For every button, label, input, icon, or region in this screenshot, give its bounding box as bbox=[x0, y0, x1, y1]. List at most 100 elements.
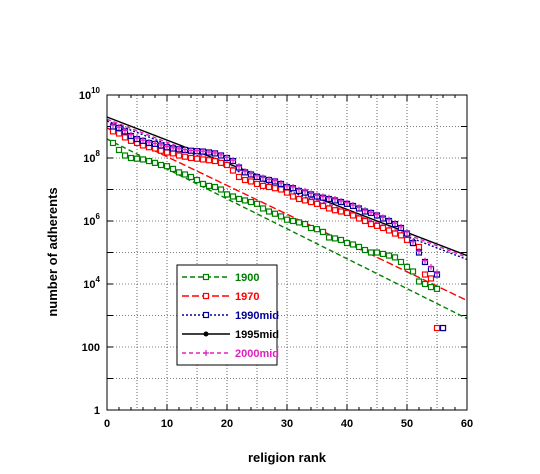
point-2000mid bbox=[134, 135, 140, 142]
legend-label-1990mid: 1990mid bbox=[235, 310, 279, 322]
point-1900 bbox=[427, 283, 435, 291]
point-1900 bbox=[277, 213, 285, 220]
point-2000mid bbox=[338, 198, 344, 205]
legend: 1900 1970 1990mid 1995mid 2000mid bbox=[176, 264, 279, 366]
point-2000mid bbox=[374, 211, 380, 218]
point-1970 bbox=[217, 159, 225, 166]
point-1970 bbox=[307, 198, 315, 206]
point-2000mid bbox=[236, 163, 242, 170]
point-2000mid bbox=[290, 184, 296, 191]
tick-labels: 0 10 20 30 40 50 60 1 100 104 106 108 1010 bbox=[79, 86, 473, 430]
point-2000mid bbox=[218, 151, 224, 158]
y-tick-label: 104 bbox=[83, 275, 100, 291]
y-tick-label: 108 bbox=[83, 149, 100, 165]
point-1900 bbox=[253, 200, 261, 207]
point-1900 bbox=[343, 239, 351, 247]
point-1970 bbox=[271, 185, 279, 192]
point-2000mid bbox=[152, 140, 158, 147]
point-2000mid bbox=[320, 193, 326, 200]
point-1900 bbox=[433, 285, 441, 292]
point-1900 bbox=[337, 236, 345, 244]
point-1970 bbox=[385, 227, 393, 234]
point-1970 bbox=[403, 236, 411, 244]
point-1900 bbox=[325, 234, 333, 241]
point-1990mid bbox=[439, 324, 447, 332]
point-1970 bbox=[175, 152, 183, 159]
point-1900 bbox=[241, 197, 249, 204]
point-2000mid bbox=[128, 131, 134, 138]
point-1900 bbox=[145, 157, 153, 165]
point-1970 bbox=[259, 182, 267, 190]
legend-marker-1970 bbox=[202, 292, 210, 300]
point-1900 bbox=[133, 155, 141, 162]
point-2000mid bbox=[314, 192, 320, 199]
point-1970 bbox=[265, 183, 273, 191]
point-1900 bbox=[307, 224, 315, 232]
point-1970 bbox=[355, 215, 363, 222]
y-tick-label: 1010 bbox=[79, 86, 101, 102]
point-1900 bbox=[415, 278, 423, 285]
point-1970 bbox=[211, 157, 219, 165]
point-2000mid bbox=[266, 176, 272, 183]
point-2000mid bbox=[428, 263, 434, 270]
x-tick-label: 20 bbox=[221, 418, 233, 430]
point-1900 bbox=[211, 183, 219, 191]
point-1970 bbox=[337, 208, 345, 215]
point-2000mid bbox=[164, 143, 170, 150]
point-2000mid bbox=[116, 124, 122, 131]
point-2000mid bbox=[308, 190, 314, 197]
point-1970 bbox=[343, 209, 351, 217]
point-1970 bbox=[289, 193, 297, 200]
point-1900 bbox=[229, 193, 237, 200]
point-2000mid bbox=[188, 147, 194, 154]
point-1970 bbox=[229, 167, 237, 174]
legend-marker-1900 bbox=[202, 273, 210, 281]
point-2000mid bbox=[212, 149, 218, 156]
point-1970 bbox=[277, 186, 285, 193]
legend-marker-1995mid bbox=[203, 331, 209, 337]
point-2000mid bbox=[272, 177, 278, 184]
point-1970 bbox=[295, 195, 303, 203]
point-1900 bbox=[139, 156, 147, 163]
point-1900 bbox=[247, 198, 255, 206]
point-2000mid bbox=[170, 144, 176, 151]
y-axis-label: number of adherents bbox=[45, 187, 60, 316]
point-1900 bbox=[301, 220, 309, 228]
x-tick-label: 10 bbox=[161, 418, 173, 430]
point-1900 bbox=[157, 161, 165, 169]
point-2000mid bbox=[140, 137, 146, 144]
point-1970 bbox=[349, 212, 357, 219]
point-1970 bbox=[427, 275, 435, 282]
point-2000mid bbox=[326, 194, 332, 201]
x-tick-label: 0 bbox=[104, 418, 110, 430]
point-2000mid bbox=[200, 148, 206, 155]
point-2000mid bbox=[302, 187, 308, 194]
point-2000mid bbox=[344, 199, 350, 206]
point-1900 bbox=[373, 249, 381, 256]
fit-line-1970 bbox=[106, 127, 468, 302]
point-1900 bbox=[193, 176, 201, 184]
x-tick-label: 40 bbox=[341, 418, 353, 430]
point-1900 bbox=[205, 182, 213, 190]
point-1970 bbox=[313, 200, 321, 207]
legend-label-1995mid: 1995mid bbox=[235, 329, 279, 341]
point-1900 bbox=[175, 169, 183, 176]
point-1970 bbox=[235, 173, 243, 181]
point-1970 bbox=[397, 232, 405, 239]
point-1900 bbox=[127, 154, 135, 162]
point-1970 bbox=[325, 205, 333, 212]
point-2000mid bbox=[434, 270, 440, 277]
point-1900 bbox=[151, 159, 159, 166]
point-2000mid bbox=[332, 195, 338, 202]
point-2000mid bbox=[176, 145, 182, 152]
point-2000mid bbox=[278, 180, 284, 187]
point-1970 bbox=[187, 154, 195, 162]
point-1900 bbox=[283, 216, 291, 223]
point-1900 bbox=[271, 210, 279, 217]
legend-label-2000mid: 2000mid bbox=[235, 348, 279, 360]
legend-label-1900: 1900 bbox=[235, 272, 259, 284]
point-1970 bbox=[199, 156, 207, 163]
point-1970 bbox=[127, 137, 135, 144]
point-2000mid bbox=[296, 186, 302, 193]
